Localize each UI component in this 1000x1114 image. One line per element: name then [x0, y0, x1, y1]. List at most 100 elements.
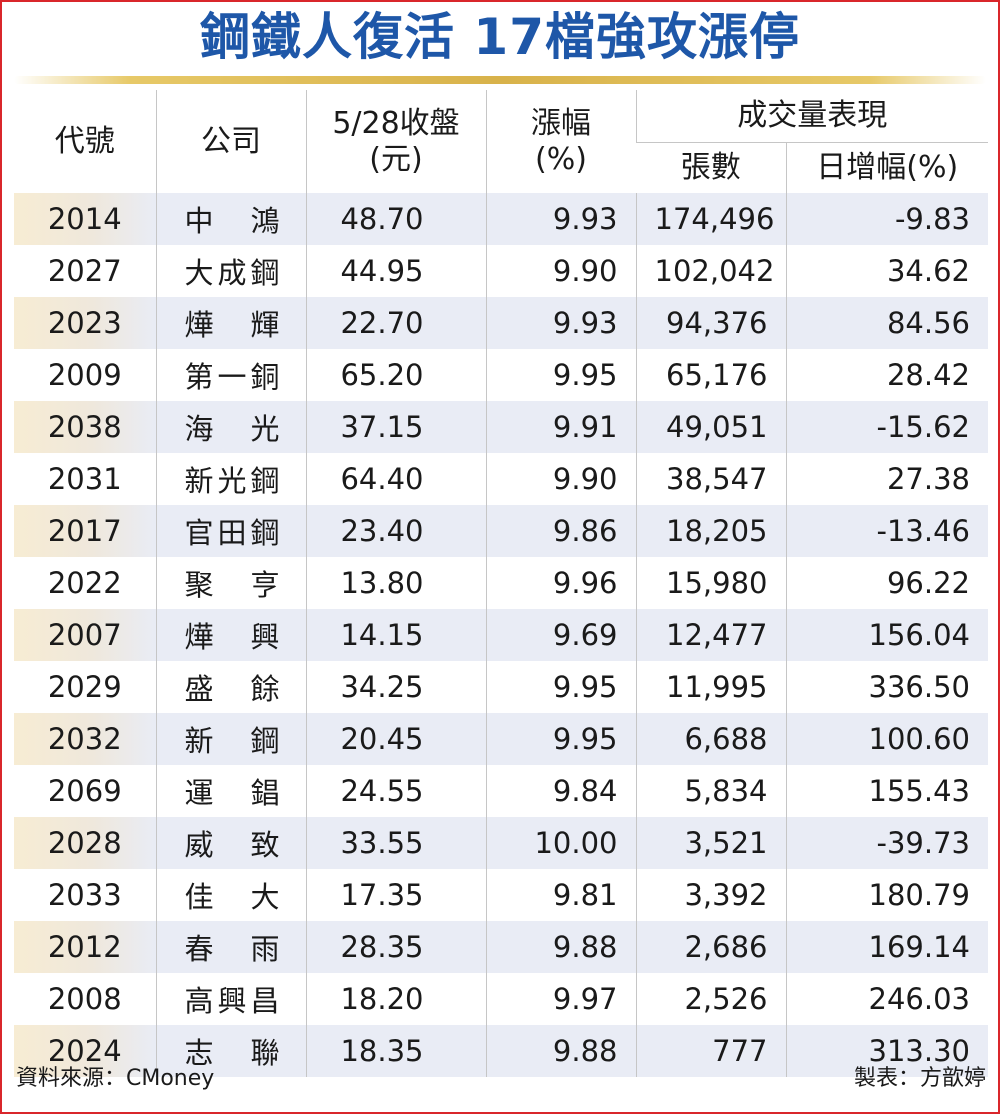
cell-volume-lots: 65,176 [635, 349, 786, 401]
cell-code: 2027 [14, 245, 156, 297]
table-body: 2014 中 鴻 48.70 9.93 174,496 -9.83 2027 大成鋼 44.95… [14, 193, 988, 1077]
cell-close: 22.70 [305, 297, 486, 349]
cell-change: 9.84 [485, 765, 636, 817]
cell-code: 2032 [14, 713, 156, 765]
cell-close: 18.20 [305, 973, 486, 1025]
cell-company: 佳 大 [155, 869, 306, 921]
table-row: 2031 新光鋼 64.40 9.90 38,547 27.38 [14, 453, 988, 505]
source-note: 資料來源：CMoney [16, 1066, 215, 1091]
cell-volume-lots: 3,521 [635, 817, 786, 869]
cell-close: 37.15 [305, 401, 486, 453]
cell-company: 春 雨 [155, 921, 306, 973]
cell-volume-daily-change: 28.42 [785, 349, 988, 401]
cell-company: 新光鋼 [155, 453, 306, 505]
cell-volume-daily-change: -13.46 [785, 505, 988, 557]
title-divider [14, 76, 986, 84]
cell-change: 10.00 [485, 817, 636, 869]
header-close-line2: (元) [369, 141, 423, 177]
cell-volume-lots: 15,980 [635, 557, 786, 609]
cell-volume-daily-change: 96.22 [785, 557, 988, 609]
cell-code: 2031 [14, 453, 156, 505]
cell-change: 9.91 [485, 401, 636, 453]
stock-table: 代號 公司 5/28收盤 (元) 漲幅 (%) 成交量表現 張數 日增幅(%) … [14, 90, 988, 1077]
table-row: 2009 第一銅 65.20 9.95 65,176 28.42 [14, 349, 988, 401]
cell-code: 2017 [14, 505, 156, 557]
cell-company: 第一銅 [155, 349, 306, 401]
cell-company: 海 光 [155, 401, 306, 453]
cell-volume-lots: 2,686 [635, 921, 786, 973]
cell-volume-daily-change: 313.30 [785, 1025, 988, 1077]
cell-change: 9.93 [485, 193, 636, 245]
cell-code: 2023 [14, 297, 156, 349]
table-row: 2014 中 鴻 48.70 9.93 174,496 -9.83 [14, 193, 988, 245]
cell-volume-daily-change: 246.03 [785, 973, 988, 1025]
cell-change: 9.86 [485, 505, 636, 557]
cell-volume-daily-change: -15.62 [785, 401, 988, 453]
cell-volume-daily-change: -9.83 [785, 193, 988, 245]
cell-close: 28.35 [305, 921, 486, 973]
table-header: 代號 公司 5/28收盤 (元) 漲幅 (%) 成交量表現 張數 日增幅(%) [14, 90, 988, 193]
cell-company: 中 鴻 [155, 193, 306, 245]
cell-company: 燁 輝 [155, 297, 306, 349]
cell-close: 65.20 [305, 349, 486, 401]
cell-close: 13.80 [305, 557, 486, 609]
cell-company: 運 錩 [155, 765, 306, 817]
table-row: 2029 盛 餘 34.25 9.95 11,995 336.50 [14, 661, 988, 713]
maker-note: 製表：方歆婷 [853, 1066, 986, 1091]
cell-code: 2008 [14, 973, 156, 1025]
cell-volume-lots: 18,205 [635, 505, 786, 557]
header-volume-daily-change: 日增幅(%) [785, 142, 988, 193]
header-close-line1: 5/28收盤 [332, 105, 460, 141]
cell-company: 新 鋼 [155, 713, 306, 765]
cell-volume-lots: 777 [635, 1025, 786, 1077]
cell-volume-lots: 94,376 [635, 297, 786, 349]
cell-volume-lots: 11,995 [635, 661, 786, 713]
cell-change: 9.88 [485, 1025, 636, 1077]
cell-change: 9.88 [485, 921, 636, 973]
cell-close: 24.55 [305, 765, 486, 817]
cell-company: 官田鋼 [155, 505, 306, 557]
table-row: 2038 海 光 37.15 9.91 49,051 -15.62 [14, 401, 988, 453]
cell-change: 9.95 [485, 713, 636, 765]
cell-volume-daily-change: 27.38 [785, 453, 988, 505]
cell-volume-lots: 6,688 [635, 713, 786, 765]
cell-company: 燁 興 [155, 609, 306, 661]
header-volume-group: 成交量表現 [635, 90, 988, 143]
cell-code: 2028 [14, 817, 156, 869]
cell-change: 9.95 [485, 661, 636, 713]
table-row: 2007 燁 興 14.15 9.69 12,477 156.04 [14, 609, 988, 661]
cell-close: 20.45 [305, 713, 486, 765]
cell-close: 48.70 [305, 193, 486, 245]
cell-volume-lots: 2,526 [635, 973, 786, 1025]
table-row: 2008 高興昌 18.20 9.97 2,526 246.03 [14, 973, 988, 1025]
table-row: 2024 志 聯 18.35 9.88 777 313.30 [14, 1025, 988, 1077]
header-change: 漲幅 (%) [485, 90, 636, 193]
cell-code: 2038 [14, 401, 156, 453]
cell-volume-daily-change: 180.79 [785, 869, 988, 921]
cell-volume-daily-change: 156.04 [785, 609, 988, 661]
cell-code: 2029 [14, 661, 156, 713]
cell-volume-daily-change: -39.73 [785, 817, 988, 869]
cell-change: 9.93 [485, 297, 636, 349]
cell-code: 2007 [14, 609, 156, 661]
cell-close: 14.15 [305, 609, 486, 661]
cell-company: 志 聯 [155, 1025, 306, 1077]
cell-change: 9.90 [485, 245, 636, 297]
cell-company: 高興昌 [155, 973, 306, 1025]
cell-volume-daily-change: 100.60 [785, 713, 988, 765]
cell-volume-lots: 12,477 [635, 609, 786, 661]
cell-code: 2009 [14, 349, 156, 401]
cell-company: 聚 亨 [155, 557, 306, 609]
header-change-line1: 漲幅 [531, 105, 591, 141]
table-row: 2032 新 鋼 20.45 9.95 6,688 100.60 [14, 713, 988, 765]
cell-close: 33.55 [305, 817, 486, 869]
cell-change: 9.95 [485, 349, 636, 401]
table-row: 2027 大成鋼 44.95 9.90 102,042 34.62 [14, 245, 988, 297]
header-company: 公司 [155, 90, 306, 193]
cell-volume-lots: 5,834 [635, 765, 786, 817]
cell-code: 2012 [14, 921, 156, 973]
cell-volume-lots: 3,392 [635, 869, 786, 921]
cell-change: 9.69 [485, 609, 636, 661]
cell-change: 9.81 [485, 869, 636, 921]
